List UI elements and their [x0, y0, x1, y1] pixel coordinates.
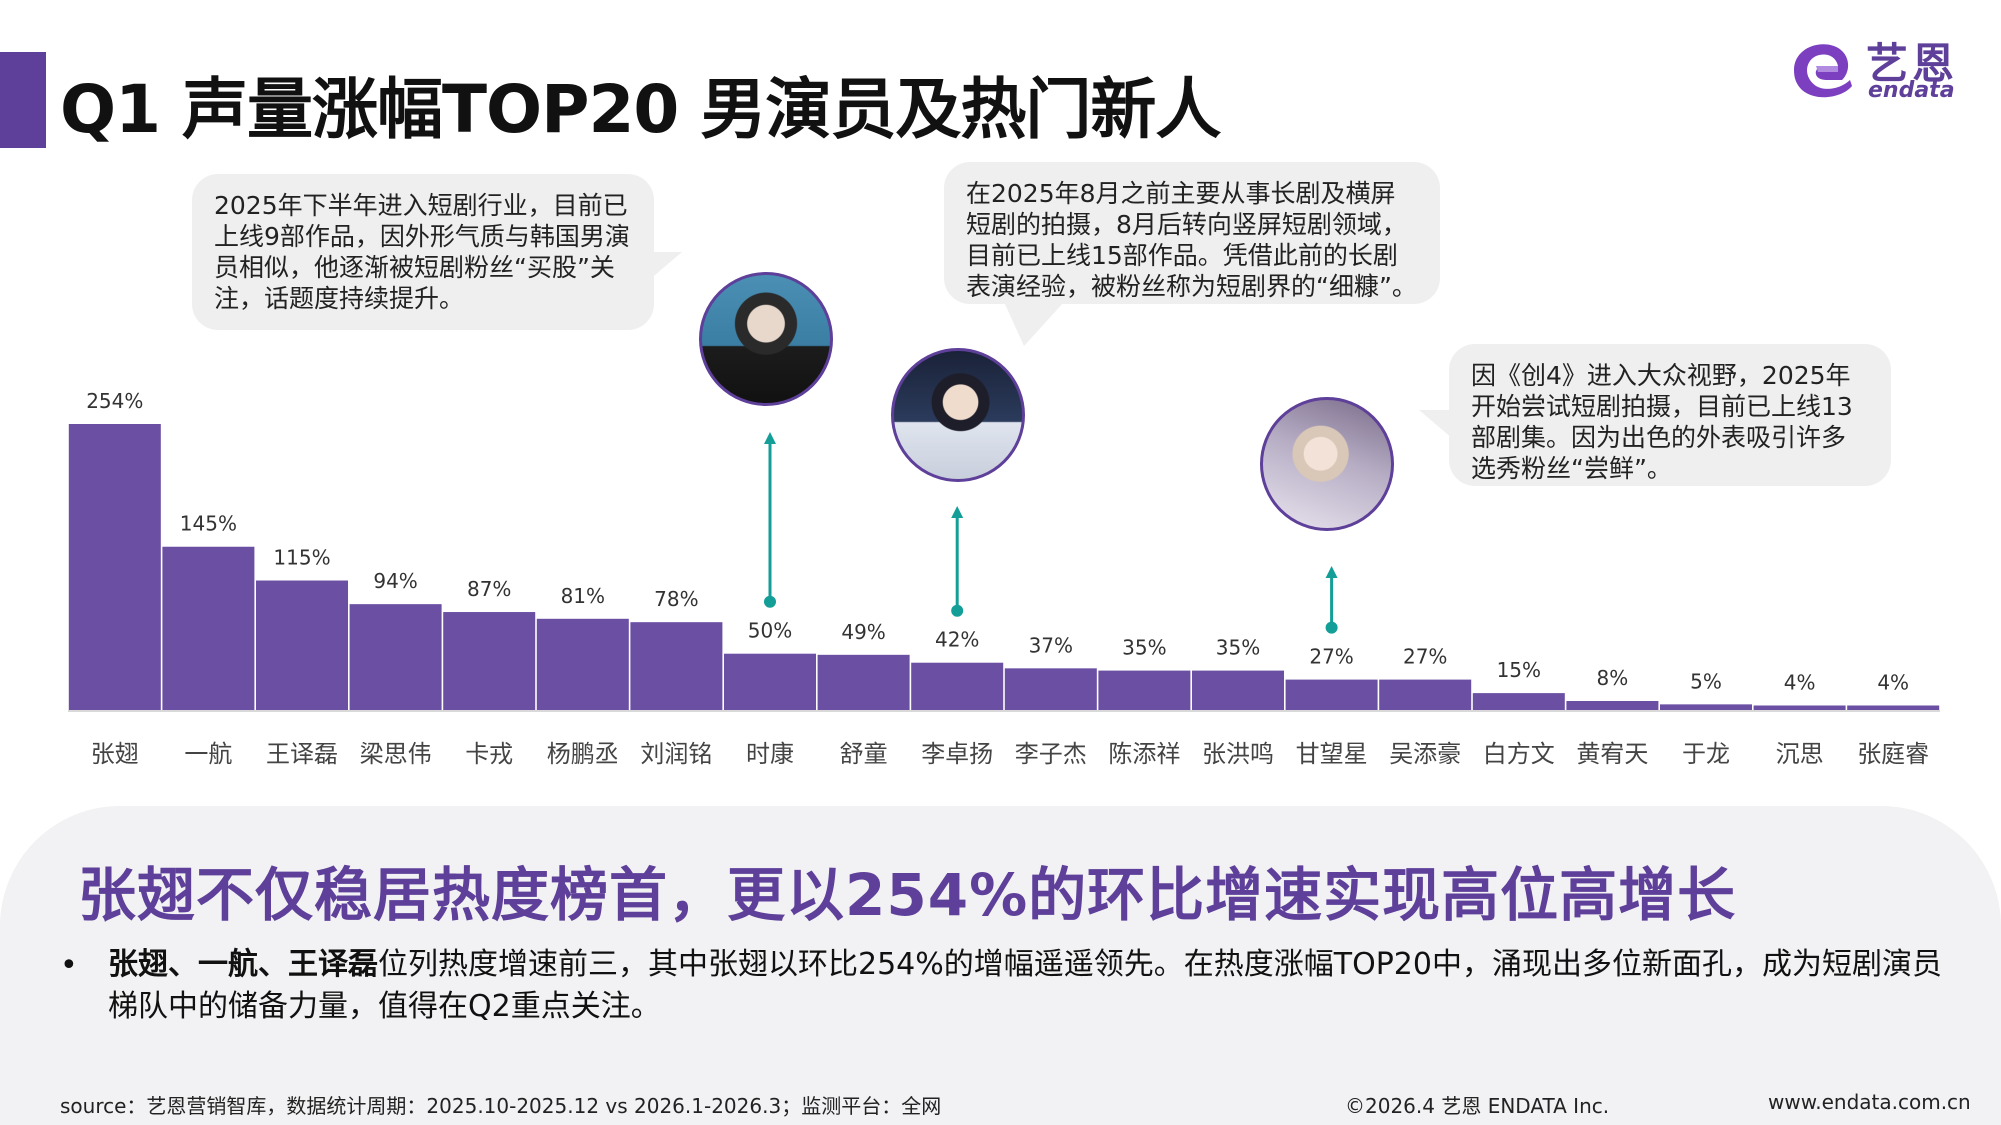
highlight-arrow-13 [1325, 566, 1338, 634]
bullet-text: 位列热度增速前三，其中张翅以环比254%的增幅遥遥领先。在热度涨幅TOP20中，… [108, 947, 1942, 1024]
category-label-6: 刘润铭 [640, 740, 712, 768]
category-label-7: 时康 [746, 740, 794, 768]
value-label-2: 115% [273, 546, 330, 570]
avatar-shikang [699, 272, 833, 406]
avatar-lizhuoyang [891, 348, 1025, 482]
bar-10 [1004, 668, 1097, 710]
value-label-16: 8% [1597, 666, 1629, 690]
category-label-13: 甘望星 [1296, 740, 1368, 768]
bar-17 [1660, 704, 1752, 710]
bar-chart: 254% 张翅 145% 一航 115% 王译磊 94% 梁思伟 87% 卡戎 81% 杨鹏丞 78% 刘… [68, 389, 1940, 768]
value-label-10: 37% [1029, 633, 1073, 657]
bar-4 [443, 612, 536, 710]
category-label-18: 沉思 [1776, 740, 1824, 768]
value-label-17: 5% [1690, 669, 1722, 693]
category-label-17: 于龙 [1682, 740, 1730, 768]
bar-3 [349, 604, 442, 710]
category-label-12: 张洪鸣 [1202, 740, 1274, 768]
category-label-2: 王译磊 [266, 740, 338, 768]
value-label-8: 49% [841, 620, 885, 644]
value-label-12: 35% [1216, 636, 1260, 660]
callout-bubble-shikang: 2025年下半年进入短剧行业，目前已上线9部作品，因外形气质与韩国男演员相似，他… [192, 174, 682, 330]
value-label-14: 27% [1403, 645, 1447, 669]
endata-logo-icon [1794, 44, 1852, 98]
bar-16 [1566, 700, 1659, 710]
bar-5 [536, 618, 629, 710]
category-label-15: 白方文 [1483, 740, 1555, 768]
callout-text: 在2025年8月之前主要从事长剧及横屏短剧的拍摄，8月后转向竖屏短剧领域，目前已… [966, 179, 1417, 301]
value-label-11: 35% [1122, 636, 1166, 660]
bar-8 [817, 654, 910, 710]
value-label-3: 94% [373, 569, 417, 593]
value-label-1: 145% [180, 512, 237, 536]
bar-13 [1285, 679, 1378, 710]
value-label-13: 27% [1309, 645, 1353, 669]
summary-bullet: 张翅、一航、王译磊位列热度增速前三，其中张翅以环比254%的增幅遥遥领先。在热度… [108, 944, 1958, 1028]
value-label-6: 78% [654, 587, 698, 611]
title-accent-bar [0, 52, 46, 148]
bar-18 [1753, 705, 1846, 710]
value-label-19: 4% [1877, 670, 1909, 694]
category-label-10: 李子杰 [1015, 740, 1087, 768]
summary-panel [0, 806, 2001, 1125]
callout-tail [1419, 410, 1459, 444]
page-title: Q1 声量涨幅TOP20 男演员及热门新人 [60, 71, 1221, 148]
value-label-4: 87% [467, 577, 511, 601]
callout-text: 2025年下半年进入短剧行业，目前已上线9部作品，因外形气质与韩国男演员相似，他… [214, 191, 630, 313]
bar-11 [1098, 670, 1191, 710]
value-label-18: 4% [1784, 670, 1816, 694]
callout-tail [1004, 302, 1064, 346]
highlight-arrow-7 [764, 432, 776, 608]
footer-website-link[interactable]: www.endata.com.cn [1768, 1090, 1971, 1114]
bar-9 [911, 662, 1004, 710]
category-label-8: 舒童 [840, 740, 888, 768]
category-label-16: 黄宥天 [1576, 740, 1648, 768]
callout-tail [642, 252, 682, 286]
bar-15 [1472, 693, 1565, 710]
bar-2 [256, 580, 348, 710]
category-label-5: 杨鹏丞 [547, 740, 619, 768]
value-label-0: 254% [86, 389, 143, 413]
callout-bubble-ganwangxing: 因《创4》进入大众视野，2025年开始尝试短剧拍摄，目前已上线13部剧集。因为出… [1419, 344, 1891, 486]
category-label-3: 梁思伟 [360, 740, 432, 768]
bar-1 [162, 546, 255, 710]
footer-source: source：艺恩营销智库，数据统计周期：2025.10-2025.12 vs … [60, 1094, 942, 1118]
category-label-19: 张庭睿 [1857, 740, 1929, 768]
summary-headline: 张翅不仅稳居热度榜首，更以254%的环比增速实现高位高增长 [78, 861, 1737, 929]
bar-14 [1379, 679, 1472, 710]
bar-12 [1192, 670, 1284, 710]
category-label-14: 吴添豪 [1389, 740, 1461, 768]
category-label-11: 陈添祥 [1108, 740, 1180, 768]
callout-bubble-lizhuoyang: 在2025年8月之前主要从事长剧及横屏短剧的拍摄，8月后转向竖屏短剧领域，目前已… [944, 162, 1440, 346]
bar-7 [724, 653, 816, 710]
logo-text-en: endata [1868, 78, 1955, 103]
category-label-9: 李卓扬 [921, 740, 993, 768]
bullet-marker: • [60, 948, 78, 983]
bar-0 [68, 424, 161, 710]
value-label-15: 15% [1497, 658, 1541, 682]
category-label-1: 一航 [184, 740, 232, 768]
footer-copyright: ©2026.4 艺恩 ENDATA Inc. [1345, 1094, 1610, 1118]
logo-text-cn: 艺恩 [1866, 39, 1959, 88]
category-label-0: 张翅 [91, 740, 139, 768]
value-label-5: 81% [561, 584, 605, 608]
category-label-4: 卡戎 [465, 740, 513, 768]
callout-text: 因《创4》进入大众视野，2025年开始尝试短剧拍摄，目前已上线13部剧集。因为出… [1471, 361, 1853, 483]
value-label-9: 42% [935, 628, 979, 652]
avatar-ganwangxing [1260, 397, 1394, 531]
highlight-arrow-9 [951, 506, 964, 617]
bar-19 [1847, 705, 1940, 710]
value-label-7: 50% [748, 619, 792, 643]
endata-logo: 艺恩 endata [1786, 30, 1976, 105]
bullet-bold-names: 张翅、一航、王译磊 [108, 947, 378, 982]
bar-6 [630, 622, 723, 710]
